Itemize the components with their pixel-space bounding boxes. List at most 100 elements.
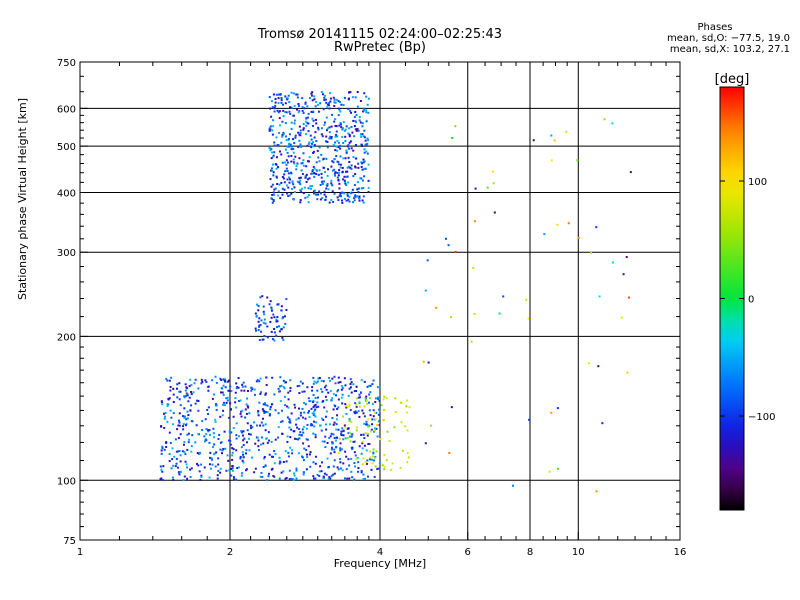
scatter-point [286,145,289,148]
scatter-point [263,318,266,321]
scatter-point [361,409,364,412]
scatter-point [349,431,352,434]
scatter-point [406,461,409,464]
scatter-point [201,381,204,384]
scatter-point [339,461,342,464]
scatter-point [239,455,242,458]
scatter-point [235,449,238,452]
scatter-point [279,124,282,127]
scatter-point [286,161,289,164]
scatter-point [304,196,307,199]
scatter-point [375,411,378,414]
scatter-point [314,118,317,121]
scatter-point [208,476,211,479]
scatter-point [238,400,241,403]
scatter-point [315,100,318,103]
scatter-point [292,151,295,154]
scatter-point [320,470,323,473]
scatter-point [528,418,531,421]
scatter-point [335,133,338,136]
scatter-point [356,127,359,130]
scatter-point [335,423,338,426]
scatter-point [365,449,368,452]
scatter-point [269,169,272,172]
scatter-point [473,220,476,223]
scatter-point [344,403,347,406]
scatter-point [331,441,334,444]
scatter-point [259,323,262,326]
scatter-point [316,149,319,152]
scatter-point [629,171,632,174]
scatter-point [320,461,323,464]
scatter-point [333,459,336,462]
scatter-point [206,408,209,411]
scatter-point [262,465,265,468]
colorbar-tick-label: 100 [748,177,767,188]
scatter-point [264,393,267,396]
scatter-point [383,468,386,471]
scatter-point [337,428,340,431]
scatter-point [326,168,329,171]
scatter-point [320,388,323,391]
scatter-point [257,305,260,308]
scatter-point [286,151,289,154]
scatter-point [269,107,272,110]
scatter-point [241,472,244,475]
scatter-point [315,173,318,176]
scatter-point [270,157,273,160]
scatter-point [280,96,283,99]
scatter-point [344,437,347,440]
scatter-point [363,151,366,154]
scatter-point [332,408,335,411]
scatter-point [324,395,327,398]
scatter-point [253,421,256,424]
scatter-point [262,321,265,324]
scatter-point [289,436,292,439]
scatter-point [454,125,457,128]
scatter-point [284,450,287,453]
scatter-point [276,316,279,319]
scatter-point [284,135,287,138]
scatter-point [295,423,298,426]
scatter-point [356,195,359,198]
scatter-point [351,131,354,134]
scatter-point [374,418,377,421]
scatter-point [598,295,601,298]
scatter-point [242,453,245,456]
scatter-point [175,450,178,453]
scatter-point [323,440,326,443]
scatter-point [165,441,168,444]
scatter-point [277,412,280,415]
scatter-point [376,435,379,438]
scatter-point [181,415,184,418]
scatter-point [357,470,360,473]
scatter-point [193,382,196,385]
scatter-point [314,131,317,134]
scatter-point [213,393,216,396]
scatter-point [237,466,240,469]
scatter-point [354,465,357,468]
y-tick-label: 300 [57,248,76,259]
scatter-point [336,139,339,142]
scatter-point [317,377,320,380]
scatter-point [357,187,360,190]
scatter-point [274,101,277,104]
scatter-point [369,414,372,417]
scatter-point [204,379,207,382]
scatter-point [244,416,247,419]
scatter-point [283,173,286,176]
scatter-point [335,394,338,397]
scatter-point [354,128,357,131]
scatter-point [374,465,377,468]
scatter-point [227,389,230,392]
scatter-point [316,396,319,399]
scatter-point [197,399,200,402]
scatter-point [346,181,349,184]
scatter-point [391,462,394,465]
scatter-point [358,445,361,448]
scatter-point [168,453,171,456]
scatter-point [211,379,214,382]
scatter-point [214,465,217,468]
scatter-point [332,465,335,468]
scatter-point [264,410,267,413]
